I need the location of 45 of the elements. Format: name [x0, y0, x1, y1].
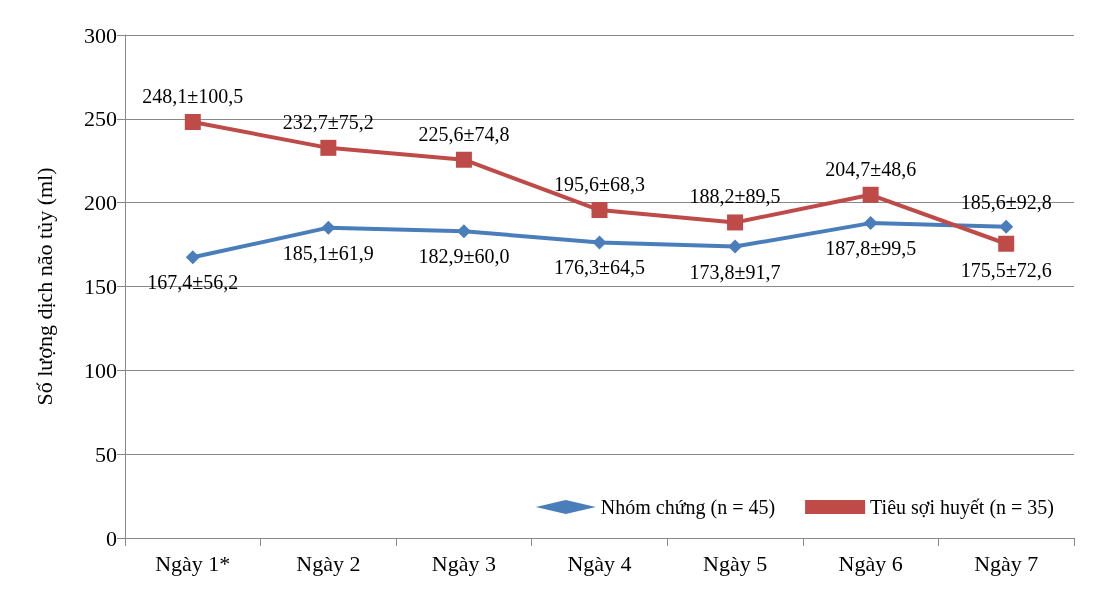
x-tick-label: Ngày 2 [296, 550, 361, 576]
point [999, 219, 1014, 234]
x-tick-label: Ngày 4 [567, 550, 632, 576]
x-tick-label: Ngày 5 [702, 550, 768, 576]
x-tick-label: Ngày 1* [155, 550, 231, 576]
point [592, 235, 607, 250]
data-label: 185,6±92,8 [960, 190, 1052, 213]
x-tick-label: Ngày 3 [431, 550, 497, 576]
data-label: 173,8±91,7 [689, 260, 781, 283]
x-tick-label: Ngày 6 [838, 550, 903, 576]
y-tick-label: 50 [95, 441, 117, 467]
data-label: 248,1±100,5 [142, 85, 244, 108]
y-tick-label: 300 [84, 22, 117, 48]
point [728, 239, 743, 254]
point [591, 202, 608, 219]
point [727, 214, 744, 231]
point [456, 224, 471, 239]
point [320, 139, 337, 156]
data-label: 225,6±74,8 [418, 122, 510, 145]
data-label: 188,2±89,5 [689, 185, 781, 208]
y-tick-label: 100 [84, 357, 117, 383]
point [321, 220, 336, 235]
data-label: 232,7±75,2 [282, 110, 374, 133]
data-label: 185,1±61,9 [282, 241, 374, 264]
y-tick-label: 250 [84, 106, 117, 132]
point [862, 186, 879, 203]
point [455, 151, 472, 168]
data-label: 167,4±56,2 [147, 271, 239, 294]
y-tick-label: 150 [84, 274, 117, 299]
legend-label: Nhóm chứng (n = 45) [600, 496, 776, 519]
data-label: 182,9±60,0 [418, 245, 510, 268]
data-label: 195,6±68,3 [554, 173, 645, 196]
point [998, 235, 1015, 252]
data-label: 176,3±64,5 [554, 256, 645, 279]
point [184, 114, 201, 131]
point [863, 216, 878, 231]
y-axis-title: Số lượng dịch não tủy (ml) [31, 167, 57, 406]
y-tick-label: 200 [84, 190, 117, 216]
data-label: 187,8±99,5 [825, 237, 917, 260]
x-tick-label: Ngày 7 [974, 550, 1039, 576]
point [185, 250, 200, 265]
legend-label: Tiêu sợi huyết (n = 35) [870, 496, 1055, 519]
data-label: 175,5±72,6 [960, 258, 1052, 281]
data-label: 204,7±48,6 [825, 157, 917, 180]
y-tick-label: 0 [106, 525, 117, 551]
